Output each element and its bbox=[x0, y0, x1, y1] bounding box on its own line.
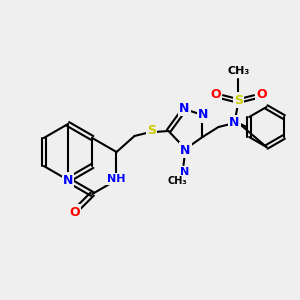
Text: CH₃: CH₃ bbox=[227, 66, 250, 76]
Text: S: S bbox=[234, 94, 243, 106]
Text: N: N bbox=[179, 101, 190, 115]
Text: NH: NH bbox=[107, 174, 126, 184]
Text: N: N bbox=[229, 116, 240, 130]
Text: CH₃: CH₃ bbox=[168, 176, 187, 186]
Text: O: O bbox=[210, 88, 221, 101]
Text: S: S bbox=[147, 124, 156, 137]
Text: N: N bbox=[63, 173, 73, 187]
Text: N: N bbox=[198, 109, 209, 122]
Text: O: O bbox=[256, 88, 267, 101]
Text: N: N bbox=[180, 167, 189, 177]
Text: N: N bbox=[180, 143, 191, 157]
Text: O: O bbox=[69, 206, 80, 218]
